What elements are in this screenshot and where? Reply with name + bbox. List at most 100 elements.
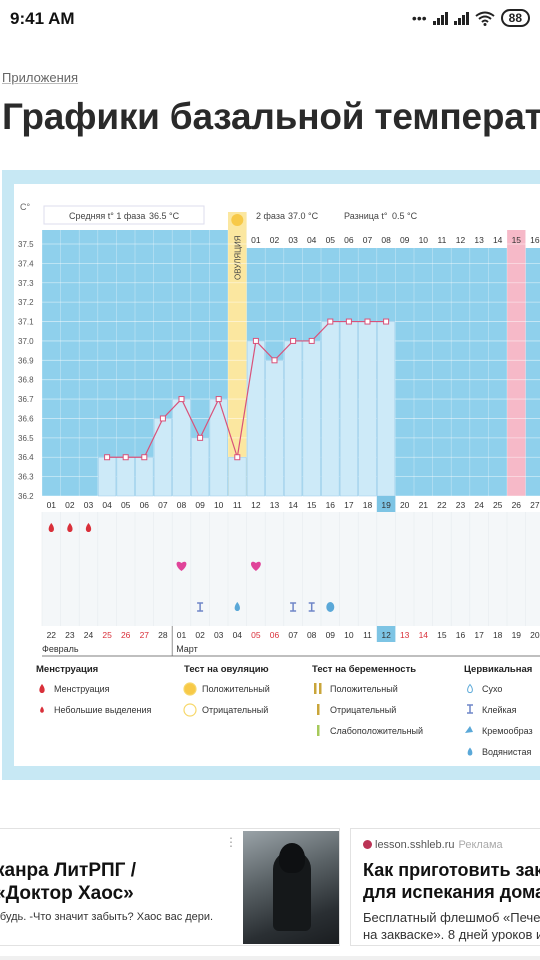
ad-headline-line2: «Доктор Хаос» [0,883,134,904]
date-label: 03 [214,630,224,640]
temperature-point [364,318,371,325]
phase2-header-row [246,230,540,248]
legend-item-label: Отрицательный [202,705,268,715]
y-tick-label: 36.3 [18,473,34,482]
phase1-box [43,205,205,225]
unit-label: C° [20,202,30,212]
legend-item-label: Слабоположительный [330,726,423,736]
date-label: 25 [102,630,112,640]
date-label: 07 [288,630,298,640]
phase2-day-label: 04 [307,235,317,245]
phase1-label: Средняя t° 1 фаза [69,211,145,221]
bbt-chart-panel: C° Средняя t° 1 фаза 36.5 °C 2 фаза 37.0… [2,170,540,780]
temperature-bar [321,321,340,497]
x-tick-label: 05 [121,500,131,510]
x-tick-label: 17 [344,500,354,510]
sticky-mucus-icon [197,602,204,612]
x-tick-label: 04 [102,500,112,510]
date-label: 15 [437,630,447,640]
y-tick-label: 37.0 [18,337,34,346]
phase2-day-label: 01 [251,235,261,245]
legend-item-label: Отрицательный [330,705,396,715]
temperature-bar [358,321,377,497]
temperature-point [271,357,278,364]
sticky-mucus-shape [308,602,315,612]
date-label: 24 [84,630,94,640]
battery-icon: 88 [500,9,530,27]
pregnancy-positive-icon [314,683,317,694]
date-label: 20 [530,630,540,640]
site-icon [363,840,372,849]
watery-icon [467,747,473,756]
temperature-bar [265,360,284,497]
temperature-point [252,337,259,344]
x-tick-label: 01 [47,500,57,510]
x-tick-label: 27 [530,500,540,510]
y-tick-label: 36.8 [18,376,34,385]
x-tick-label: 13 [270,500,280,510]
diff-value: 0.5 °C [392,211,418,221]
phase2-day-label: 02 [270,235,280,245]
ovulation-marker-icon [231,214,244,226]
y-tick-label: 37.5 [18,240,34,249]
phase2-day-label: 05 [326,235,336,245]
ad-headline: Как приготовить закв для испекания домаш [363,859,540,903]
date-label: 19 [512,630,522,640]
temperature-bar [302,340,321,497]
y-tick-label: 36.5 [18,434,34,443]
marks-area [42,512,540,626]
month-label-first: Февраль [42,644,79,654]
month-label-second: Март [176,644,198,654]
ad-source: lesson.sshleb.ru Реклама [363,839,503,851]
breadcrumb[interactable]: Приложения [2,70,79,85]
phase2-day-label: 06 [344,235,354,245]
y-tick-label: 36.2 [18,492,34,501]
temperature-bar [209,398,228,497]
more-icon: ••• [411,10,427,26]
x-tick-label: 11 [233,500,242,510]
legend-title-cervical: Цервикальная [464,664,532,675]
page-title: Графики базальной температу [2,96,540,137]
date-label: 05 [251,630,261,640]
phase2-day-label: 07 [363,235,373,245]
date-label: 13 [400,630,410,640]
legend-item-label: Небольшие выделения [54,705,152,715]
phase2-day-label: 14 [493,235,503,245]
pregnancy-positive-icon-bar [319,683,322,694]
y-tick-label: 37.1 [18,318,34,327]
status-time: 9:41 AM [10,9,75,28]
legend-title-menstruation: Менструация [36,664,98,675]
x-tick-label: 07 [158,500,168,510]
y-tick-label: 37.4 [18,259,34,268]
x-tick-label: 14 [288,500,298,510]
date-label: 27 [140,630,150,640]
y-tick-label: 36.7 [18,395,34,404]
temperature-bar [228,456,247,497]
temperature-point [383,318,390,325]
phase2-label: 2 фаза [256,211,285,221]
menstruation-day-column [507,230,526,496]
y-tick-label: 37.2 [18,298,34,307]
date-label: 14 [419,630,429,640]
ad-source-domain: lesson.sshleb.ru [375,839,455,851]
date-label: 16 [456,630,466,640]
ad-menu-icon[interactable]: ⋮ [225,835,237,849]
ovulation-negative-icon [183,703,197,717]
x-tick-label: 09 [195,500,205,510]
ad-card-sourdough[interactable]: lesson.sshleb.ru Реклама Как приготовить … [350,828,540,946]
sticky-mucus-icon [308,602,315,612]
ad-headline-line1: Как приготовить закв [363,860,540,880]
date-label: 23 [65,630,75,640]
sticky-icon [467,704,473,714]
x-tick-label: 16 [326,500,336,510]
date-label: 12 [381,630,391,640]
date-label: 17 [474,630,484,640]
legend-item-label: Положительный [330,684,398,694]
sticky-mucus-icon [290,602,297,612]
ovulation-label: ОВУЛЯЦИЯ [233,235,242,280]
temperature-bar [246,340,265,497]
date-label: 06 [270,630,280,640]
x-tick-label: 22 [437,500,447,510]
ad-card-litrpg[interactable]: ⋮ канра ЛитРПГ / «Доктор Хаос» збудь. -Ч… [0,828,340,946]
legend-item-label: Менструация [54,684,110,694]
